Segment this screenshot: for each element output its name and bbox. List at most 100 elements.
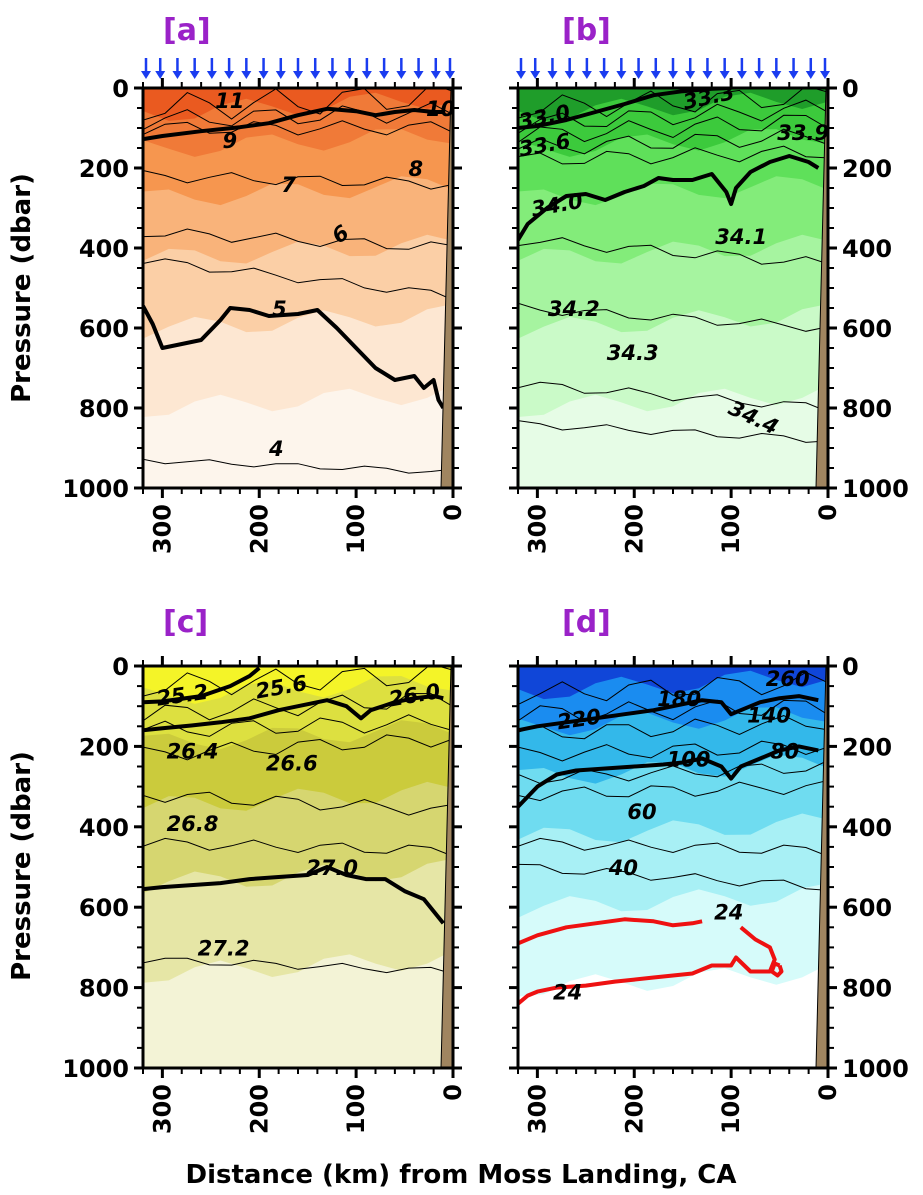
x-tick-label: 300 (148, 1084, 176, 1134)
contour-line-thin (518, 671, 828, 706)
contour-label: 4 (268, 437, 284, 461)
contour-label: 180 (657, 687, 701, 711)
y-tick-label: 600 (842, 894, 892, 922)
contour-line-thin (143, 102, 453, 131)
station-arrow-head (379, 71, 390, 79)
station-arrow-head (344, 71, 355, 79)
contour-line-thin (518, 237, 828, 265)
contour-label: 27.2 (198, 936, 250, 960)
contour-line-bold (143, 666, 261, 705)
station-arrow-head (155, 71, 166, 79)
y-tick-label: 600 (79, 894, 129, 922)
contour-line-bold (518, 154, 820, 242)
panel-tag-d: [d] (562, 605, 611, 640)
station-arrow-head (668, 71, 678, 79)
contour-line-red (769, 961, 784, 978)
y-tick-label: 200 (842, 155, 892, 183)
y-tick-label: 1000 (62, 475, 129, 503)
contour-line-thin (518, 779, 828, 802)
station-arrow-head (141, 71, 151, 79)
panel-c-density: 25.2 25.6 26.026.426.626.827.027.202004006… (62, 653, 467, 1134)
x-tick-label: 0 (439, 504, 467, 521)
station-arrow-head (581, 71, 592, 79)
y-tick-label: 1000 (842, 475, 909, 503)
contour-line-thin (518, 420, 828, 443)
contour-line-thin (143, 837, 453, 857)
station-arrow-head (189, 71, 200, 79)
y-tick-label: 1000 (62, 1055, 129, 1083)
y-tick-label: 600 (842, 315, 892, 343)
station-arrow-head (788, 71, 799, 79)
contour-label: 11 (215, 89, 244, 113)
contour-line-thin (143, 258, 453, 301)
contour-line-thin (518, 863, 828, 891)
contour-line-thin (518, 88, 828, 119)
station-arrow-head (754, 71, 765, 79)
station-arrow-head (275, 71, 286, 79)
station-arrow-head (310, 71, 321, 79)
y-tick-label: 400 (842, 814, 892, 842)
y-axis-label-top: Pressure (dbar) (7, 173, 37, 403)
contour-label: 7 (281, 173, 296, 197)
color-band (143, 666, 453, 704)
contour-line-thin (143, 458, 453, 474)
contour-label: 34.2 (548, 297, 600, 321)
color-band (518, 88, 828, 121)
station-arrow-head (293, 71, 303, 79)
x-tick-label: 100 (342, 1084, 370, 1134)
panel-b-salinity: 33.333.033.6 33.934.034.134.234.334.40200… (509, 58, 909, 554)
y-tick-label: 600 (79, 315, 129, 343)
contour-line-bold (143, 694, 444, 733)
contour-label: 34.1 (715, 225, 767, 249)
x-axis-label: Distance (km) from Moss Landing, CA (185, 1160, 736, 1190)
panel-tag-a: [a] (163, 13, 211, 48)
contour-label: 27.0 (306, 856, 358, 880)
y-tick-label: 800 (842, 395, 892, 423)
station-arrow-head (413, 71, 424, 79)
y-tick-label: 1000 (842, 1055, 909, 1083)
color-band (518, 666, 828, 700)
station-arrow-head (736, 71, 747, 79)
y-tick-label: 200 (79, 733, 129, 761)
x-tick-label: 0 (814, 1084, 842, 1101)
x-tick-label: 200 (620, 1084, 648, 1134)
station-arrow-head (633, 71, 644, 79)
station-arrow-head (805, 71, 816, 79)
contour-label: 10 (426, 97, 455, 121)
contour-line-thin (143, 228, 453, 250)
contour-label: 80 (770, 739, 799, 763)
x-tick-label: 200 (245, 1084, 273, 1134)
contour-line-thin (518, 128, 828, 155)
y-tick-label: 800 (79, 975, 129, 1003)
station-arrow-head (530, 71, 541, 79)
seafloor-wedge (440, 666, 453, 1068)
contour-line-thin (518, 699, 828, 723)
color-band (143, 88, 453, 157)
y-tick-label: 800 (79, 395, 129, 423)
y-tick-label: 400 (842, 235, 892, 263)
color-band (143, 88, 453, 121)
y-tick-label: 0 (842, 653, 859, 681)
x-tick-label: 100 (342, 504, 370, 554)
station-arrow-head (516, 71, 526, 79)
y-tick-label: 400 (79, 235, 129, 263)
contour-label: 9 (222, 129, 237, 153)
contour-line-bold (143, 106, 444, 142)
station-arrow-head (599, 71, 610, 79)
contour-line-thin (518, 302, 828, 332)
contour-line-thin (143, 692, 453, 722)
station-arrow-head (430, 71, 441, 79)
station-arrow-head (258, 71, 269, 79)
contour-label: 26.6 (266, 752, 318, 776)
station-arrow-head (771, 71, 782, 79)
y-tick-label: 200 (842, 733, 892, 761)
contour-line-thin (143, 734, 453, 761)
contour-line-thin (518, 715, 828, 740)
x-tick-label: 200 (620, 504, 648, 554)
contour-label: 260 (766, 667, 810, 691)
x-tick-label: 0 (439, 1084, 467, 1101)
station-arrow-head (361, 71, 372, 79)
contour-line-thin (518, 145, 828, 165)
